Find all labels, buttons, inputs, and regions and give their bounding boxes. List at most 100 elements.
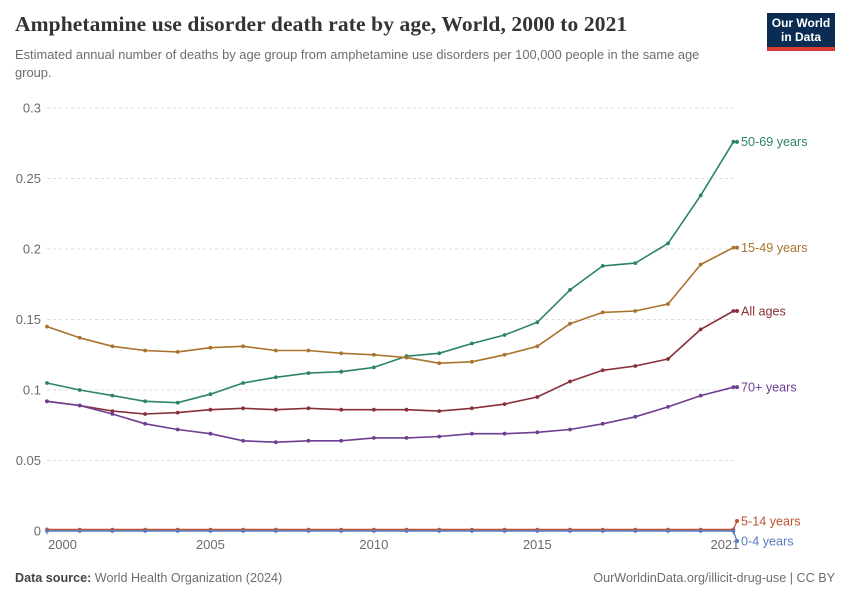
data-point-70-years [535,430,540,435]
data-point-50-69-years [143,399,148,404]
series-line-50-69-years [46,141,735,404]
data-point-70-years [600,421,605,426]
data-point-70-years [339,438,344,443]
data-point-0-4-years [633,529,638,533]
data-point-all-ages [306,406,311,411]
data-point-all-ages [568,379,572,384]
data-point-0-4-years [143,529,148,533]
data-point-50-69-years [535,320,540,325]
data-point-all-ages [600,368,605,373]
data-point-50-69-years [666,241,670,246]
data-point-50-69-years [502,333,507,337]
x-tick-label: 2015 [523,537,552,552]
data-point-all-ages [143,412,148,416]
data-source-value: World Health Organization (2024) [91,571,283,585]
data-point-50-69-years [600,264,605,268]
data-point-0-4-years [208,529,213,533]
data-point-all-ages [698,327,703,332]
y-tick-label: 0.25 [16,171,41,186]
data-point-50-69-years [241,381,246,385]
data-point-15-49-years [437,361,442,366]
owid-url-link[interactable]: OurWorldinData.org/illicit-drug-use | CC… [593,571,835,585]
y-tick-label: 0.3 [23,101,41,116]
data-point-0-4-years [600,529,605,533]
data-point-all-ages [175,410,180,415]
chart-footer: Data source: World Health Organization (… [15,571,835,585]
data-point-50-69-years [633,261,638,265]
data-point-50-69-years [273,375,278,380]
y-tick-label: 0.15 [16,312,41,327]
data-point-70-years [143,421,148,426]
data-point-all-ages [502,402,507,406]
label-dot-70-years [735,385,739,390]
data-point-all-ages [241,406,246,411]
data-point-0-4-years [502,529,507,533]
owid-logo-line1: Our World [771,15,831,30]
data-point-15-49-years [600,310,605,315]
data-point-0-4-years [437,529,442,533]
data-point-15-49-years [470,359,474,364]
data-point-50-69-years [339,369,344,374]
data-point-0-4-years [306,529,311,533]
data-point-70-years [633,414,638,419]
data-point-15-49-years [404,355,409,360]
data-point-15-49-years [241,344,246,349]
data-point-15-49-years [45,324,49,329]
data-point-15-49-years [208,345,213,350]
data-point-15-49-years [273,348,278,353]
data-point-0-4-years [404,529,409,533]
data-point-70-years [372,436,376,440]
data-point-0-4-years [273,529,278,533]
page-title: Amphetamine use disorder death rate by a… [15,12,628,36]
data-point-70-years [568,427,572,432]
data-point-all-ages [208,407,213,412]
data-point-all-ages [404,407,409,412]
data-point-all-ages [535,395,540,399]
data-point-50-69-years [208,392,213,397]
owid-logo-line2: in Data [780,30,821,44]
data-point-70-years [437,434,442,439]
data-point-50-69-years [568,288,572,292]
data-point-0-4-years [372,529,376,533]
data-point-15-49-years [502,352,507,357]
data-point-50-69-years [372,365,376,370]
data-point-15-49-years [339,351,344,356]
data-point-50-69-years [698,193,703,198]
data-point-0-4-years [470,529,474,533]
data-point-0-4-years [45,529,49,533]
owid-logo[interactable]: Our World in Data [767,13,835,51]
data-point-0-4-years [339,529,344,533]
data-point-70-years [502,431,507,436]
x-tick-label: 2000 [48,537,77,552]
series-label-5-14-years: 5-14 years [741,514,801,528]
data-point-all-ages [437,409,442,413]
data-point-70-years [77,403,82,408]
data-point-70-years [175,427,180,432]
data-point-all-ages [666,357,670,361]
data-point-0-4-years [568,529,572,533]
data-point-70-years [208,431,213,436]
data-point-70-years [110,412,115,416]
data-point-50-69-years [45,381,49,385]
data-point-0-4-years [241,529,246,533]
data-point-15-49-years [666,302,670,306]
data-point-0-4-years [77,529,82,533]
data-point-0-4-years [535,529,540,533]
label-dot-5-14-years [735,519,739,523]
data-point-15-49-years [306,348,311,353]
data-point-15-49-years [143,348,148,353]
series-line-15-49-years [46,246,734,365]
data-point-15-49-years [633,309,638,313]
x-tick-label: 2005 [196,537,225,552]
x-tick-label: 2021 [710,537,739,552]
data-point-50-69-years [437,351,442,356]
x-tick-label: 2010 [359,537,388,552]
data-point-0-4-years [110,529,115,533]
chart-header: Amphetamine use disorder death rate by a… [15,12,760,83]
data-point-70-years [273,440,278,445]
data-point-70-years [241,438,246,443]
label-dot-50-69-years [735,139,739,144]
y-tick-label: 0 [34,524,41,539]
data-point-all-ages [273,407,278,412]
